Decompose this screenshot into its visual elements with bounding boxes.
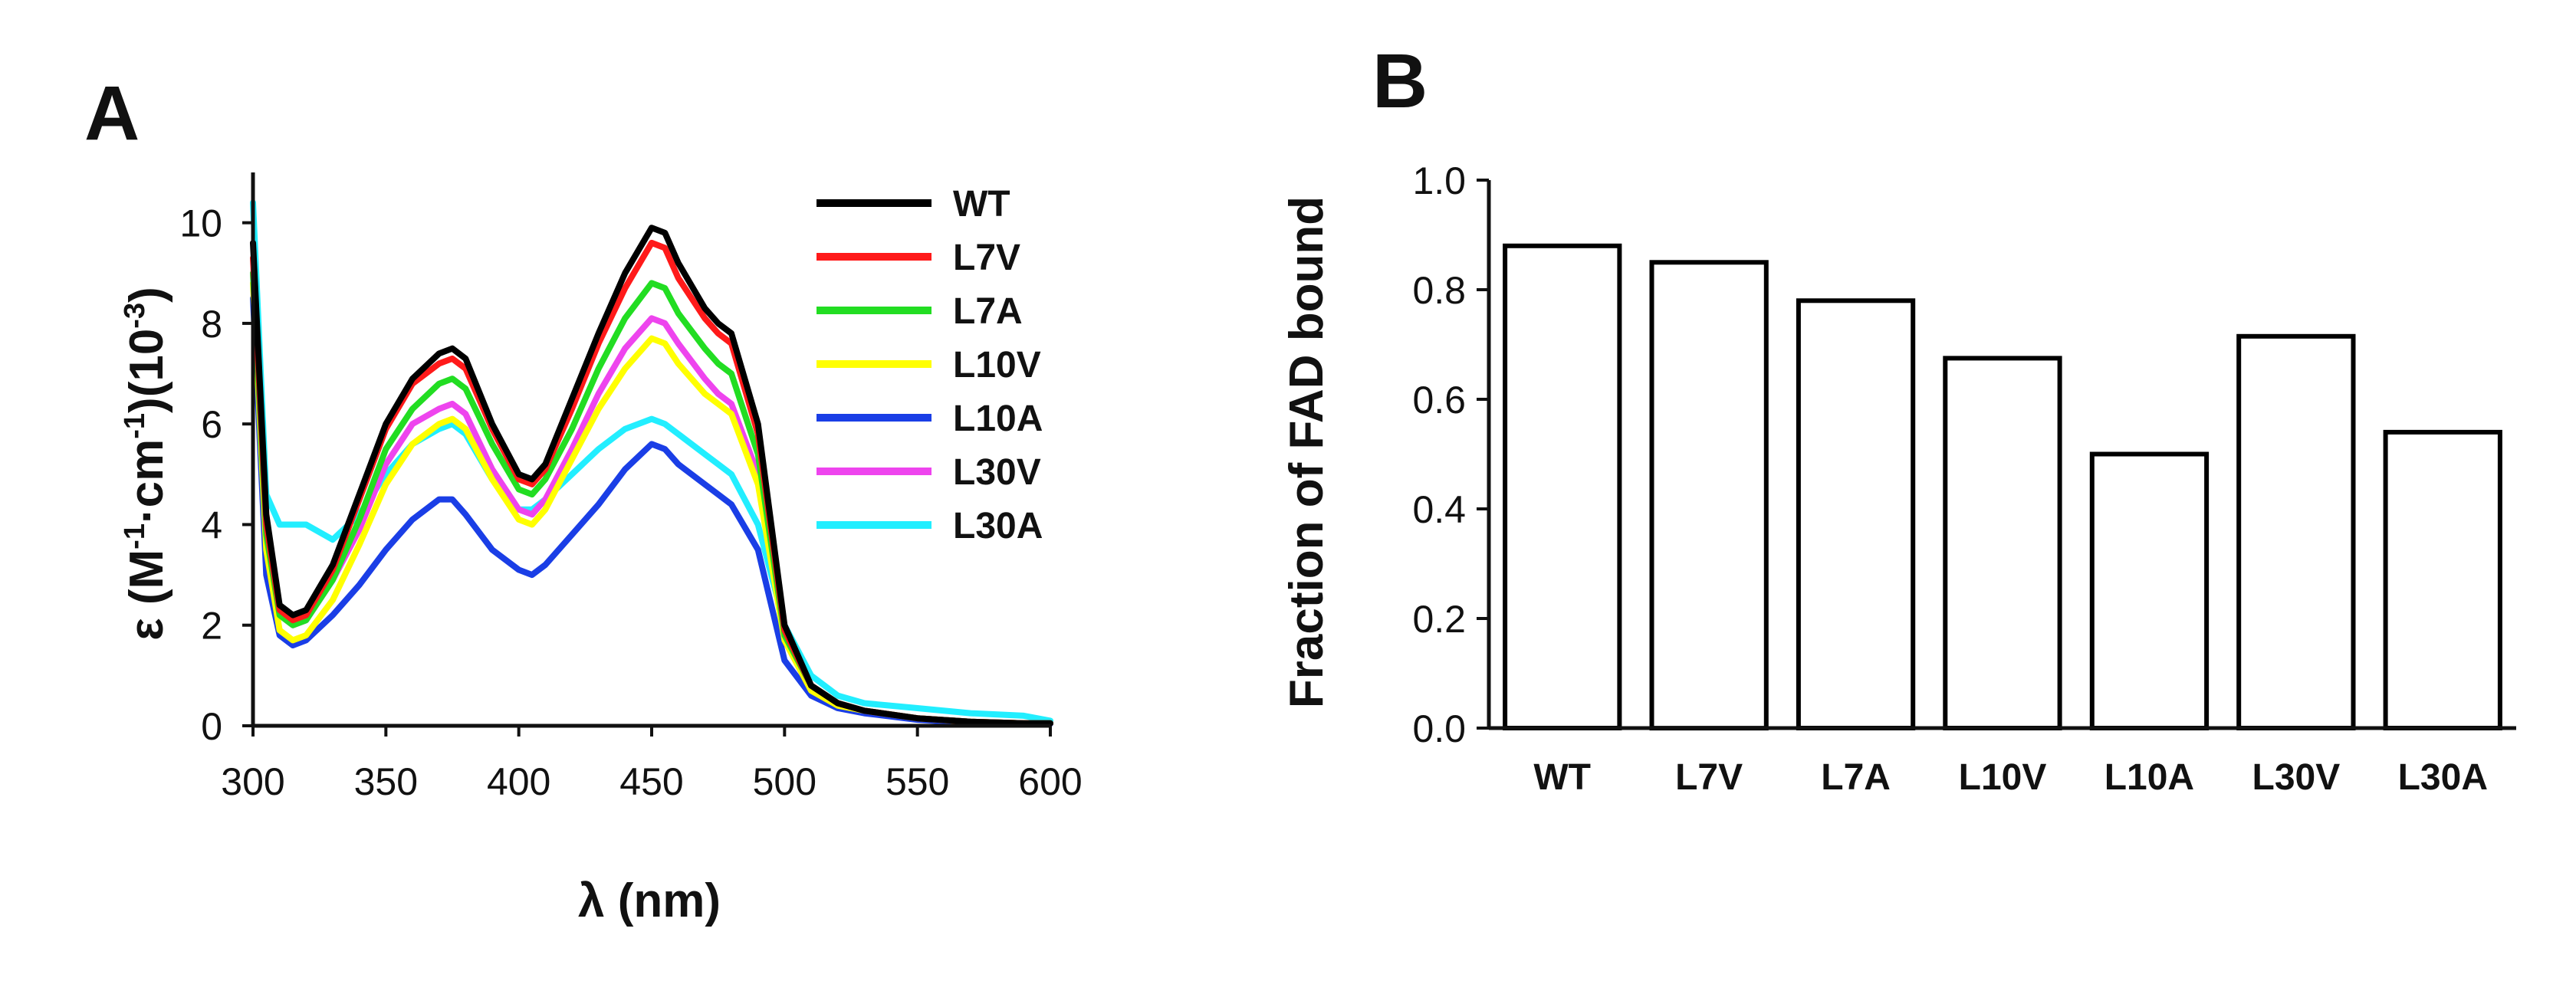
fad-y-tick-label: 0.0: [1412, 707, 1466, 750]
x-tick-label: 350: [354, 760, 418, 803]
x-tick-label: 400: [487, 760, 550, 803]
legend-label-l30v: L30V: [953, 452, 1041, 493]
category-label-l10v: L10V: [1959, 757, 2047, 798]
y-tick-label: 4: [201, 504, 222, 546]
series-line-l10a: [250, 295, 1053, 727]
spectrum-chart: 0 2 4 6 8 10 300 350 400 450 500 550 600 λ (nm) ε (…: [119, 172, 1083, 927]
fad-y-tick-label: 1.0: [1412, 159, 1466, 202]
fad-y-tick-label: 0.4: [1412, 488, 1466, 531]
spectrum-series-lines: [250, 199, 1053, 727]
fad-y-tick-label: 0.8: [1412, 269, 1466, 312]
x-tick-label: 600: [1018, 760, 1082, 803]
y-tick-label: 0: [201, 705, 222, 748]
x-tick-label: 300: [221, 760, 284, 803]
bar-wt: [1503, 243, 1622, 730]
legend-label-l30a: L30A: [953, 506, 1043, 546]
bar-l10v: [1943, 356, 2062, 730]
category-label-l7a: L7A: [1821, 757, 1891, 798]
series-line-wt: [250, 225, 1053, 727]
spectrum-legend: WT L7V L7A L10V L10A L30V L30A: [816, 184, 1043, 546]
spectrum-x-axis-title: λ (nm): [578, 874, 721, 927]
category-label-wt: WT: [1533, 757, 1591, 798]
fad-y-tick-label: 0.6: [1412, 379, 1466, 422]
legend-label-l7v: L7V: [953, 238, 1020, 278]
legend-label-l7a: L7A: [953, 291, 1023, 332]
category-label-l30a: L30A: [2398, 757, 2488, 798]
legend-label-l10a: L10A: [953, 399, 1043, 439]
y-tick-label: 6: [201, 403, 222, 446]
y-tick-label: 2: [201, 605, 222, 648]
fad-y-tick-label: 0.2: [1412, 598, 1466, 641]
x-tick-label: 450: [619, 760, 683, 803]
bar-l10a: [2089, 451, 2210, 730]
category-label-l30v: L30V: [2252, 757, 2341, 798]
panel-b-letter: B: [1372, 38, 1428, 124]
x-tick-label: 500: [753, 760, 816, 803]
fad-y-ticks: 0.0 0.2 0.4 0.6 0.8 1.0: [1412, 159, 1489, 750]
series-line-l10v: [250, 280, 1053, 727]
legend-label-l10v: L10V: [953, 345, 1041, 386]
category-label-l10a: L10A: [2104, 757, 2194, 798]
bar-l30a: [2383, 429, 2502, 731]
y-tick-label: 10: [179, 202, 222, 245]
x-tick-label: 550: [886, 760, 949, 803]
bar-l7v: [1649, 260, 1769, 731]
spectrum-x-ticks: 300 350 400 450 500 550 600: [221, 726, 1083, 803]
bar-l7a: [1796, 298, 1916, 730]
fad-y-axis-title: Fraction of FAD bound: [1280, 196, 1333, 708]
legend-label-wt: WT: [953, 184, 1010, 225]
fad-category-labels: WT L7V L7A L10V L10A L30V L30A: [1533, 757, 2488, 798]
spectrum-y-ticks: 0 2 4 6 8 10: [179, 202, 253, 748]
category-label-l7v: L7V: [1675, 757, 1743, 798]
fad-bars: [1503, 243, 2502, 731]
spectrum-y-axis-title: ε (M-1·cm-1)(10-3): [119, 287, 173, 641]
bar-l30v: [2236, 333, 2356, 730]
fad-bar-chart: 0.0 0.2 0.4 0.6 0.8 1.0 WT L7V L7A L10V L10A L30V L…: [1280, 159, 2516, 798]
panel-a-letter: A: [84, 71, 140, 156]
fad-axes: [1487, 180, 2516, 730]
y-tick-label: 8: [201, 303, 222, 346]
